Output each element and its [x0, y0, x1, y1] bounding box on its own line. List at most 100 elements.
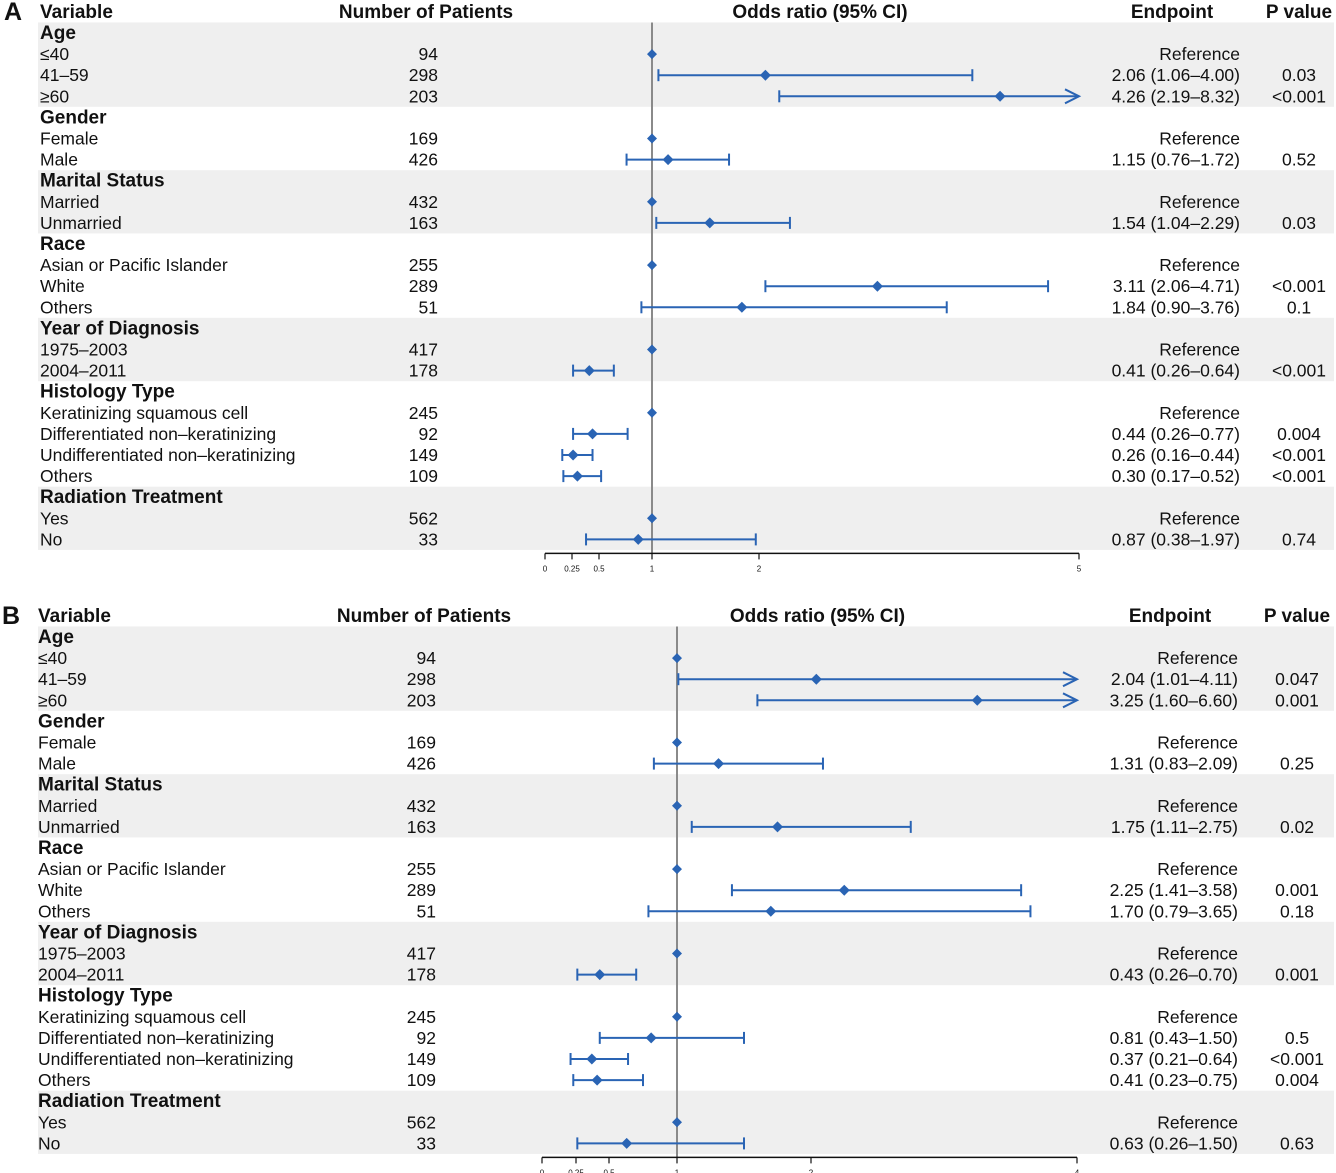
- row-label: Undifferentiated non–keratinizing: [40, 445, 296, 465]
- row-endpoint: Reference: [1157, 796, 1238, 816]
- ci-arrow-icon: [1062, 671, 1080, 688]
- row-endpoint: 0.30 (0.17–0.52): [1112, 466, 1240, 486]
- row-label: ≤40: [38, 648, 67, 668]
- row-patient-count: 169: [409, 129, 438, 149]
- row-endpoint: 4.26 (2.19–8.32): [1112, 86, 1240, 106]
- row-endpoint: 0.41 (0.23–0.75): [1110, 1070, 1238, 1090]
- reference-marker: [672, 1117, 682, 1128]
- header-odds-ratio: Odds ratio (95% CI): [730, 606, 905, 627]
- row-patient-count: 51: [419, 297, 438, 317]
- row-endpoint: 0.43 (0.26–0.70): [1110, 965, 1238, 985]
- row-p-value: 0.004: [1275, 1070, 1319, 1090]
- x-axis-tick-label: 0.5: [603, 1168, 615, 1173]
- row-endpoint: 1.70 (0.79–3.65): [1110, 901, 1238, 921]
- row-patient-count: 109: [407, 1070, 436, 1090]
- or-point-marker: [567, 449, 579, 461]
- row-endpoint: 1.75 (1.11–2.75): [1111, 817, 1238, 837]
- row-patient-count: 203: [409, 86, 438, 106]
- ci-arrow-icon: [1064, 88, 1082, 105]
- row-patient-count: 562: [407, 1112, 436, 1132]
- x-axis-tick-label: 1: [675, 1168, 680, 1173]
- row-endpoint: Reference: [1159, 44, 1240, 64]
- row-label: Married: [40, 192, 99, 212]
- row-endpoint: Reference: [1157, 944, 1238, 964]
- group-title: Age: [38, 627, 74, 648]
- group-title: Year of Diagnosis: [40, 318, 199, 339]
- row-p-value: 0.03: [1282, 213, 1316, 233]
- row-p-value: 0.25: [1280, 754, 1314, 774]
- row-patient-count: 92: [419, 424, 438, 444]
- row-p-value: 0.02: [1280, 817, 1314, 837]
- row-endpoint: 3.25 (1.60–6.60): [1110, 690, 1238, 710]
- or-point-marker: [994, 90, 1006, 102]
- row-patient-count: 163: [407, 817, 436, 837]
- row-patient-count: 432: [409, 192, 438, 212]
- row-patient-count: 203: [407, 690, 436, 710]
- row-label: Keratinizing squamous cell: [40, 403, 248, 423]
- or-point-marker: [810, 673, 822, 685]
- row-p-value: 0.1: [1287, 297, 1311, 317]
- row-patient-count: 33: [419, 529, 438, 549]
- group-band: [38, 22, 1334, 107]
- x-axis-tick-label: 2: [757, 564, 762, 573]
- row-label: Male: [38, 754, 76, 774]
- reference-marker: [647, 513, 657, 524]
- reference-marker: [672, 800, 682, 811]
- row-patient-count: 298: [409, 65, 438, 85]
- header-number-of-patients: Number of Patients: [339, 2, 513, 23]
- row-label: 2004–2011: [40, 361, 126, 381]
- group-title: Radiation Treatment: [38, 1091, 221, 1112]
- reference-marker: [647, 407, 657, 418]
- ci-arrow-icon: [1062, 692, 1080, 709]
- row-p-value: 0.63: [1280, 1133, 1314, 1153]
- row-label: Unmarried: [40, 213, 122, 233]
- row-patient-count: 178: [407, 965, 436, 985]
- group-title: Marital Status: [38, 775, 163, 796]
- row-p-value: 0.5: [1285, 1028, 1309, 1048]
- row-p-value: 0.74: [1282, 529, 1316, 549]
- header-variable: Variable: [38, 606, 111, 627]
- row-p-value: <0.001: [1272, 86, 1326, 106]
- panel-label: B: [2, 602, 20, 630]
- x-axis-tick-label: 0: [540, 1168, 545, 1173]
- header-p-value: P value: [1266, 2, 1332, 23]
- row-endpoint: Reference: [1157, 733, 1238, 753]
- row-label: Female: [38, 733, 96, 753]
- row-patient-count: 149: [407, 1049, 436, 1069]
- reference-marker: [647, 260, 657, 271]
- group-title: Marital Status: [40, 171, 165, 192]
- row-label: Asian or Pacific Islander: [38, 859, 226, 879]
- row-label: ≥60: [38, 690, 67, 710]
- or-point-marker: [591, 1074, 603, 1086]
- row-label: Differentiated non–keratinizing: [38, 1028, 274, 1048]
- reference-marker: [647, 344, 657, 355]
- row-label: 41–59: [40, 65, 89, 85]
- row-label: Others: [40, 297, 93, 317]
- reference-marker: [672, 1011, 682, 1022]
- header-number-of-patients: Number of Patients: [337, 606, 511, 627]
- group-title: Race: [38, 838, 83, 859]
- row-label: Asian or Pacific Islander: [40, 255, 228, 275]
- row-patient-count: 289: [407, 880, 436, 900]
- row-endpoint: 2.25 (1.41–3.58): [1110, 880, 1238, 900]
- row-p-value: <0.001: [1272, 276, 1326, 296]
- row-patient-count: 255: [407, 859, 436, 879]
- or-point-marker: [662, 154, 674, 166]
- row-label: 1975–2003: [40, 340, 128, 360]
- row-endpoint: Reference: [1159, 192, 1240, 212]
- row-p-value: 0.001: [1275, 880, 1319, 900]
- reference-marker: [672, 948, 682, 959]
- group-title: Year of Diagnosis: [38, 922, 197, 943]
- row-endpoint: 1.15 (0.76–1.72): [1112, 150, 1240, 170]
- group-band: [38, 317, 1334, 382]
- row-endpoint: 2.04 (1.01–4.11): [1111, 669, 1238, 689]
- row-label: Keratinizing squamous cell: [38, 1007, 246, 1027]
- row-patient-count: 426: [407, 754, 436, 774]
- or-point-marker: [736, 301, 748, 313]
- row-label: White: [40, 276, 85, 296]
- or-point-marker: [871, 280, 883, 292]
- row-label: No: [38, 1133, 60, 1153]
- row-endpoint: 0.81 (0.43–1.50): [1110, 1028, 1238, 1048]
- row-p-value: 0.18: [1280, 901, 1314, 921]
- row-patient-count: 417: [409, 340, 438, 360]
